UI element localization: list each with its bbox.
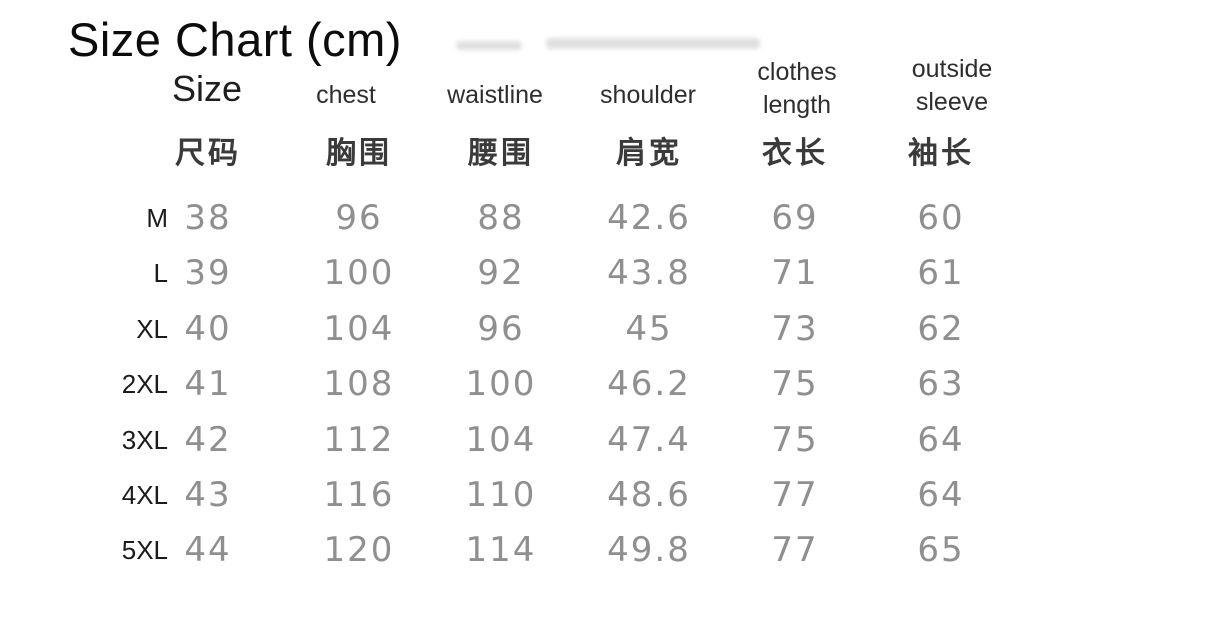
table-cell: 69 [771, 198, 819, 238]
size-label-2xl: 2XL [121, 369, 168, 400]
table-cell: 65 [917, 530, 965, 571]
table-cell: 43 [184, 475, 232, 515]
table-cell: 61 [917, 253, 965, 294]
table-cell: 64 [917, 475, 965, 515]
table-cell: 63 [917, 364, 965, 405]
column-header-en-chest: chest [316, 81, 376, 109]
table-cell: 47.4 [607, 419, 691, 460]
table-cell: 75 [771, 419, 819, 460]
table-cell: 108 [323, 364, 395, 405]
table-cell: 43.8 [607, 253, 691, 294]
column-header-zh-3: 肩宽 [616, 137, 682, 170]
table-cell: 120 [323, 530, 395, 571]
table-row: 4XL 43 116 110 48.6 77 64 [0, 467, 1228, 523]
size-label-3xl: 3XL [121, 424, 168, 455]
table-row: 5XL 44 120 114 49.8 77 65 [0, 522, 1228, 578]
table-cell: 41 [184, 364, 232, 405]
column-header-en-shoulder: shoulder [600, 81, 696, 109]
table-cell: 49.8 [607, 530, 691, 571]
size-label-m: M [146, 203, 168, 233]
table-cell: 77 [771, 530, 819, 571]
column-header-zh-4: 衣长 [762, 137, 828, 170]
table-cell: 96 [335, 198, 383, 238]
table-cell: 46.2 [607, 364, 691, 405]
table-cell: 71 [771, 253, 819, 294]
size-label-5xl: 5XL [121, 535, 168, 566]
table-row: 2XL 41 108 100 46.2 75 63 [0, 356, 1228, 412]
table-cell: 100 [323, 253, 395, 294]
table-cell: 104 [323, 308, 395, 349]
table-cell: 60 [917, 198, 965, 238]
table-cell: 39 [184, 253, 232, 294]
table-cell: 110 [465, 475, 537, 515]
size-label-l: L [153, 258, 168, 289]
table-cell: 104 [465, 419, 537, 460]
column-header-zh-2: 腰围 [468, 137, 534, 170]
column-header-en-outside-sleeve: outside sleeve [911, 55, 993, 116]
table-cell: 44 [184, 530, 232, 571]
table-cell: 40 [184, 308, 232, 349]
table-cell: 45 [625, 308, 673, 349]
table-cell: 62 [917, 308, 965, 349]
table-row: M 38 96 88 42.6 69 60 [0, 190, 1228, 246]
table-cell: 48.6 [607, 475, 691, 515]
column-header-zh-1: 胸围 [326, 137, 392, 170]
column-header-zh-0: 尺码 [175, 137, 241, 170]
column-header-zh-5: 袖长 [908, 137, 974, 170]
table-cell: 112 [323, 419, 395, 460]
watermark [546, 38, 760, 49]
table-cell: 116 [323, 475, 395, 515]
table-cell: 38 [184, 198, 232, 238]
table-cell: 42.6 [607, 198, 691, 238]
table-cell: 114 [465, 530, 537, 571]
table-cell: 77 [771, 475, 819, 515]
table-cell: 92 [477, 253, 525, 294]
table-cell: 64 [917, 419, 965, 460]
column-header-en-size: Size [171, 68, 243, 109]
table-cell: 73 [771, 308, 819, 349]
column-header-en-waistline: waistline [447, 81, 543, 109]
table-cell: 96 [477, 308, 525, 349]
page-title: Size Chart (cm) [68, 13, 402, 66]
size-label-4xl: 4XL [121, 480, 168, 510]
table-cell: 75 [771, 364, 819, 405]
size-label-xl: XL [136, 313, 168, 344]
table-row: XL 40 104 96 45 73 62 [0, 301, 1228, 357]
table-row: L 39 100 92 43.8 71 61 [0, 245, 1228, 301]
table-cell: 88 [477, 198, 525, 238]
table-cell: 100 [465, 364, 537, 405]
table-row: 3XL 42 112 104 47.4 75 64 [0, 412, 1228, 468]
column-header-en-clothes-length: clothes length [757, 58, 837, 119]
watermark [456, 41, 522, 50]
table-cell: 42 [184, 419, 232, 460]
